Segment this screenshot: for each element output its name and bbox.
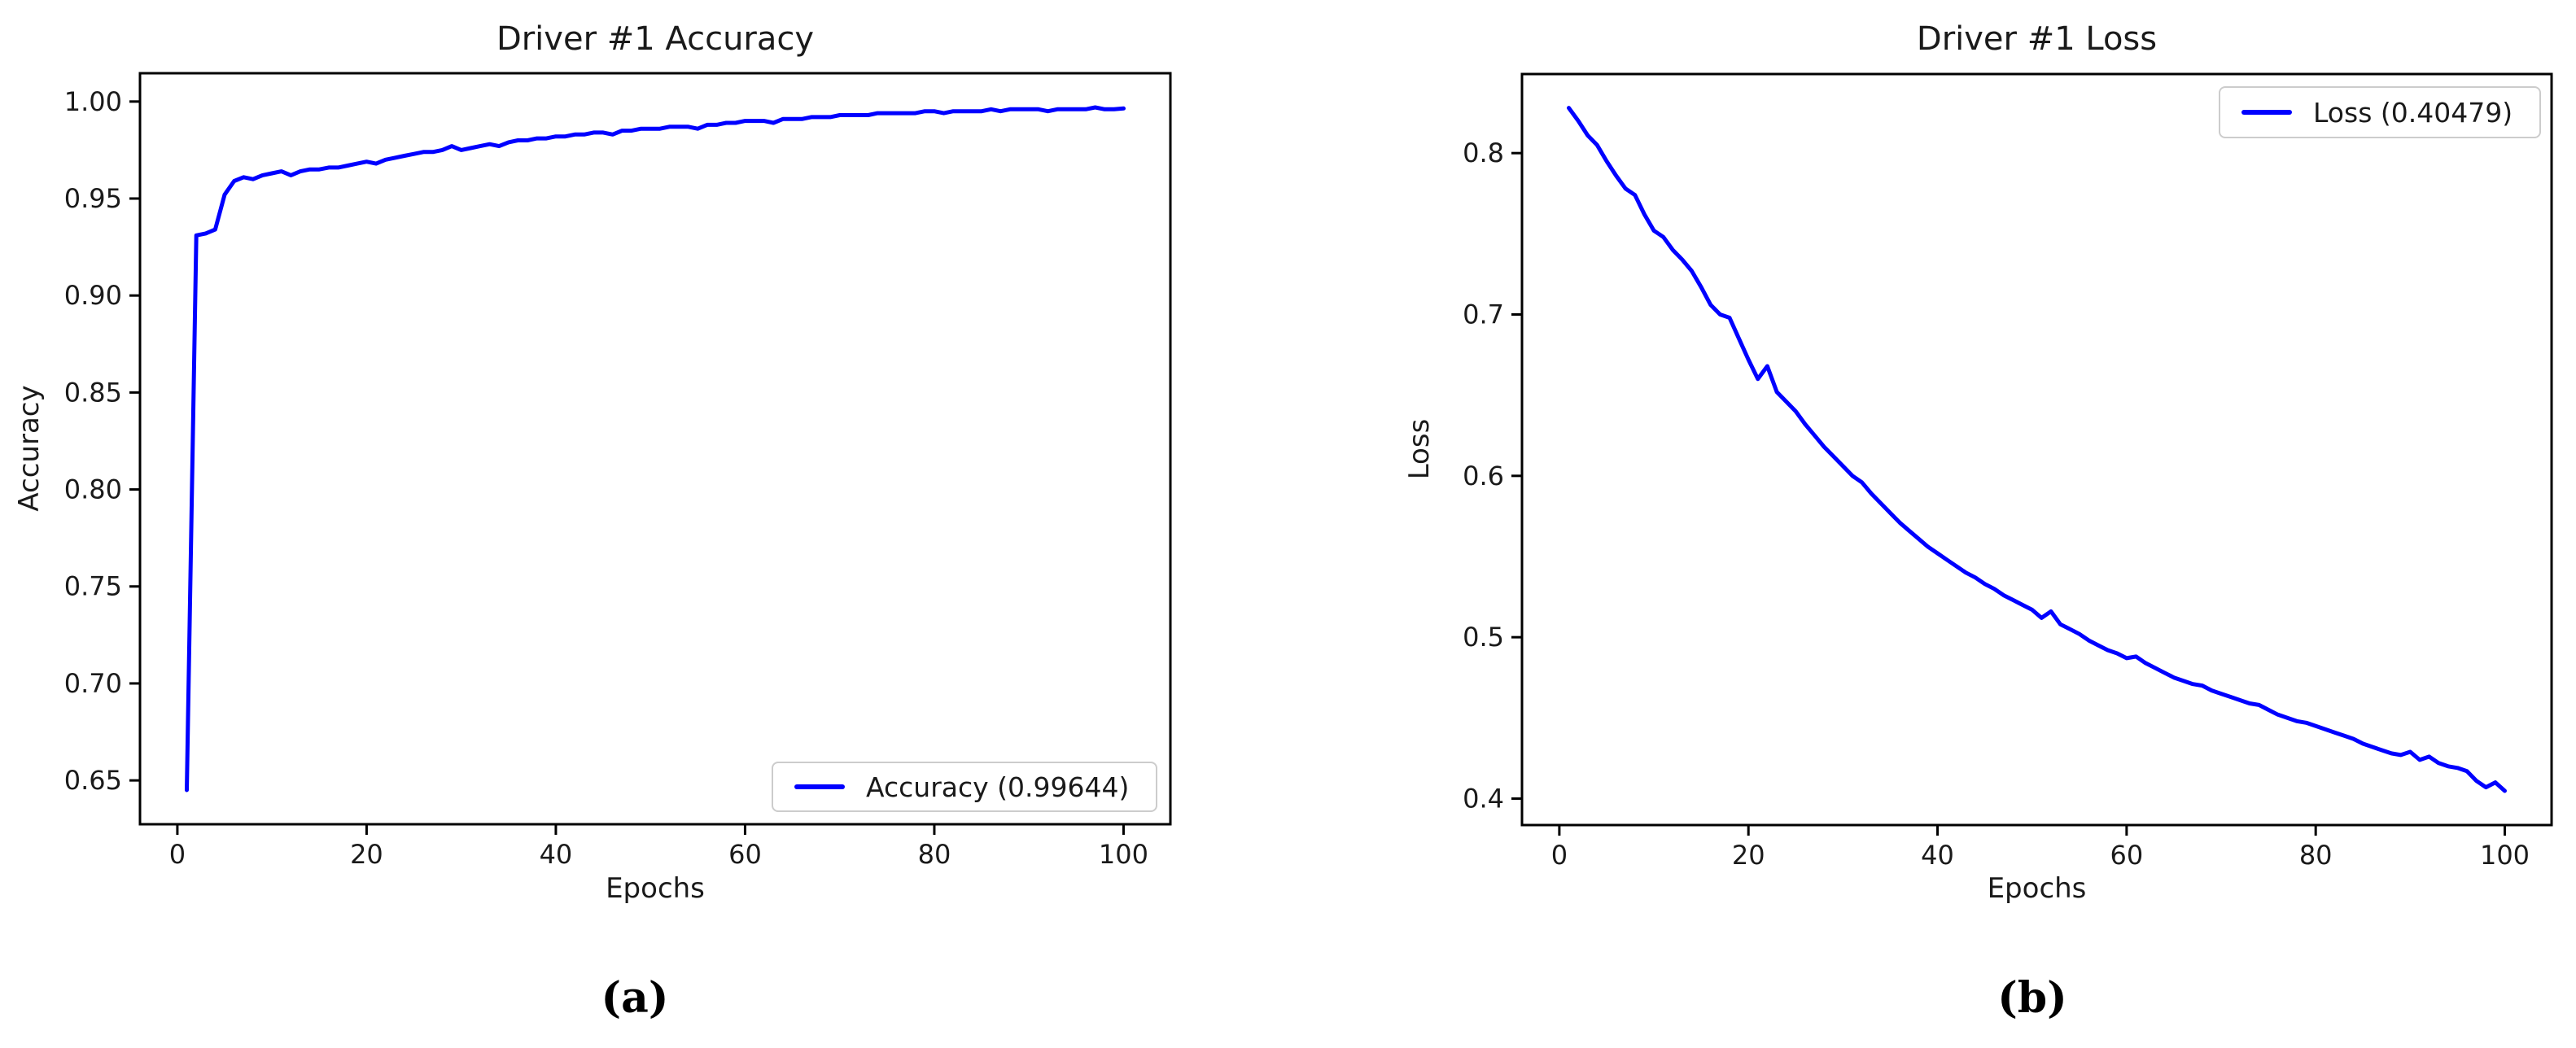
x-tick-label: 80 (2299, 840, 2333, 871)
accuracy-x-axis-label: Epochs (606, 872, 705, 905)
y-tick-label: 0.6 (1463, 461, 1504, 491)
accuracy-data-line (185, 105, 1126, 793)
x-tick-label: 100 (2480, 840, 2530, 871)
loss-chart-title: Driver #1 Loss (1916, 20, 2158, 58)
x-tick-label: 80 (918, 839, 951, 870)
accuracy-y-axis-label: Accuracy (13, 385, 46, 512)
x-tick-label: 20 (350, 839, 383, 870)
subfigure-b-caption: (b) (1997, 973, 2067, 1023)
loss-plot: 0 20 40 60 80 100 0.8 0.7 0.6 0.5 0.4 (1463, 72, 2553, 871)
x-tick-label: 0 (169, 839, 186, 870)
x-tick-label: 0 (1551, 840, 1568, 871)
y-tick-label: 0.5 (1463, 622, 1504, 653)
x-tick-label: 40 (1921, 840, 1954, 871)
accuracy-legend: Accuracy (0.99644) (772, 762, 1157, 812)
loss-y-axis-label: Loss (1403, 418, 1436, 480)
loss-data-line (1567, 106, 2507, 793)
accuracy-plot: 0 20 40 60 80 100 1.00 0.95 0.90 0.85 0.80 0.75 0.70… (64, 72, 1172, 870)
x-tick-label: 100 (1099, 839, 1148, 870)
y-tick-label: 0.7 (1463, 299, 1504, 330)
loss-x-axis-label: Epochs (1987, 872, 2087, 905)
y-tick-label: 0.65 (64, 765, 122, 796)
x-tick-label: 60 (728, 839, 762, 870)
y-tick-label: 1.00 (64, 86, 122, 117)
x-tick-label: 40 (540, 839, 573, 870)
accuracy-legend-label: Accuracy (0.99644) (866, 771, 1130, 803)
x-tick-label: 60 (2110, 840, 2143, 871)
y-tick-label: 0.80 (64, 474, 122, 505)
y-tick-label: 0.70 (64, 668, 122, 699)
y-tick-label: 0.4 (1463, 783, 1504, 814)
x-tick-label: 20 (1732, 840, 1765, 871)
loss-legend: Loss (0.40479) (2219, 86, 2541, 138)
accuracy-chart-title: Driver #1 Accuracy (496, 20, 815, 58)
y-tick-label: 0.95 (64, 183, 122, 214)
plot-frame (1520, 72, 2553, 827)
y-tick-label: 0.75 (64, 571, 122, 602)
loss-legend-label: Loss (0.40479) (2313, 96, 2513, 129)
subfigure-a-caption: (a) (601, 973, 669, 1023)
accuracy-legend-line-sample (794, 784, 845, 789)
loss-legend-line-sample (2241, 110, 2292, 115)
y-tick-label: 0.8 (1463, 138, 1504, 168)
y-tick-label: 0.90 (64, 280, 122, 311)
plot-frame (138, 72, 1172, 826)
y-tick-label: 0.85 (64, 377, 122, 408)
